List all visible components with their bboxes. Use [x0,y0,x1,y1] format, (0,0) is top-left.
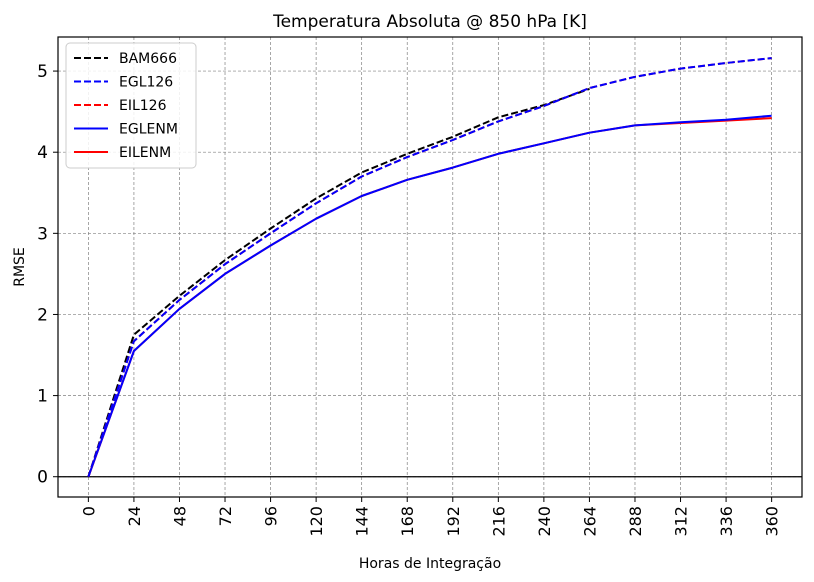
x-tick-label: 120 [307,506,326,537]
legend-label-bam666: BAM666 [119,51,177,67]
legend-label-eilenm: EILENM [119,145,171,161]
x-tick-label: 240 [535,506,554,537]
x-tick-label: 360 [763,506,782,537]
plot-frame [57,36,803,498]
x-tick-label: 48 [170,506,189,526]
x-tick-label: 24 [125,506,144,526]
x-tick-label: 168 [398,506,417,537]
x-axis-label: Horas de Integração [359,556,501,572]
x-axis-ticks: 0 24 48 72 96 120 144 168 192 216 240 264 288 312 336 3… [79,497,782,537]
legend-box [65,42,197,169]
y-tick-label: 3 [37,224,48,244]
x-tick-label: 288 [626,506,645,537]
x-tick-label: 336 [717,506,736,537]
chart-title: Temperatura Absoluta @ 850 hPa [K] [272,12,587,32]
legend-label-eglenm: EGLENM [119,122,178,138]
legend-label-egl126: EGL126 [119,75,173,91]
y-tick-label: 0 [37,468,48,488]
x-tick-label: 72 [216,506,235,526]
y-axis-label: RMSE [12,247,28,287]
x-tick-label: 0 [79,506,98,516]
series-line-egl126 [87,57,772,478]
x-tick-label: 312 [672,506,691,537]
y-tick-label: 2 [37,305,48,325]
y-tick-label: 5 [37,62,48,82]
x-tick-label: 192 [444,506,463,537]
series-line-eglenm [87,114,772,478]
series-lines [87,57,772,478]
x-tick-label: 96 [262,506,281,526]
y-axis-ticks: 0 1 2 3 4 5 [37,62,58,488]
legend-label-eil126: EIL126 [119,98,167,114]
series-line-bam666 [87,87,590,478]
x-tick-label: 264 [580,506,599,537]
x-tick-label: 216 [489,506,508,537]
y-tick-label: 4 [37,143,48,163]
x-tick-label: 144 [353,506,372,537]
legend: BAM666 EGL126 EIL126 EGLENM EILENM [65,42,197,169]
y-tick-label: 1 [37,387,48,407]
